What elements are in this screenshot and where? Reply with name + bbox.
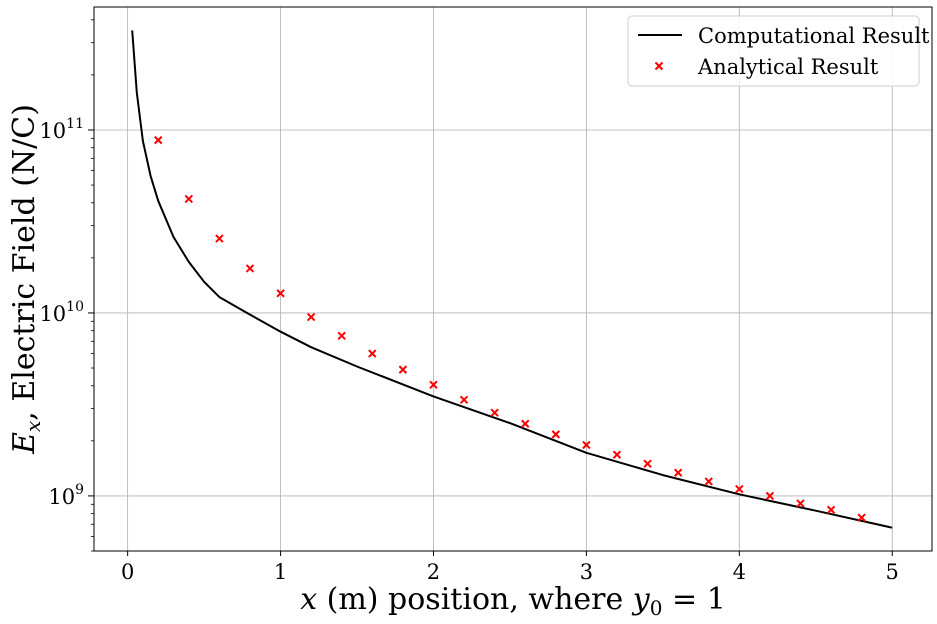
data-point-analytical xyxy=(826,505,836,514)
marker-stroke xyxy=(368,349,377,358)
marker-stroke xyxy=(215,234,224,243)
y-axis-ticks: 109 1010 1011 xyxy=(39,19,94,552)
legend-label-computational: Computational Result xyxy=(698,24,930,48)
marker-stroke xyxy=(857,513,866,522)
marker-stroke xyxy=(490,408,499,417)
marker-stroke xyxy=(735,484,744,494)
marker-stroke xyxy=(459,395,469,405)
marker-stroke xyxy=(612,450,622,459)
data-point-analytical xyxy=(521,419,530,428)
data-point-analytical xyxy=(154,135,163,145)
y-axis-label: Ex, Electric Field (N/C) xyxy=(7,104,45,455)
series-line-computational xyxy=(131,30,893,529)
y-tick-label: 1010 xyxy=(39,299,84,326)
series-layer xyxy=(131,30,893,529)
marker-stroke xyxy=(398,365,408,374)
x-axis-label: x (m) position, where y0 = 1 xyxy=(300,582,726,620)
data-point-analytical xyxy=(582,440,591,450)
legend-marker-swatch xyxy=(654,61,664,71)
x-tick-label: 0 xyxy=(121,560,134,584)
data-point-analytical xyxy=(643,459,652,468)
data-point-analytical xyxy=(490,408,499,417)
marker-stroke xyxy=(704,477,713,486)
plot-area xyxy=(94,7,932,551)
plot-frame xyxy=(93,6,933,552)
data-point-analytical xyxy=(765,491,775,501)
x-tick-label: 3 xyxy=(580,560,593,584)
legend: Computational Result Analytical Result xyxy=(627,15,930,87)
data-point-analytical xyxy=(551,430,561,439)
marker-stroke xyxy=(765,491,775,501)
marker-stroke xyxy=(826,505,836,514)
marker-stroke xyxy=(673,468,683,477)
data-point-analytical xyxy=(673,468,683,477)
x-axis-ticks: 0 1 2 3 4 5 xyxy=(121,551,899,584)
data-point-analytical xyxy=(459,395,469,405)
marker-stroke xyxy=(245,264,255,273)
marker-stroke xyxy=(643,459,652,468)
marker-stroke xyxy=(429,380,438,389)
legend-marker-stroke xyxy=(654,61,664,71)
x-tick-label: 5 xyxy=(886,560,899,584)
data-point-analytical xyxy=(398,365,408,374)
data-point-analytical xyxy=(429,380,438,389)
y-tick-label: 109 xyxy=(48,482,84,509)
data-point-analytical xyxy=(337,331,346,341)
data-point-analytical xyxy=(245,264,255,273)
data-point-analytical xyxy=(368,349,377,358)
data-point-analytical xyxy=(612,450,622,459)
x-tick-label: 2 xyxy=(427,560,440,584)
data-point-analytical xyxy=(704,477,713,486)
data-point-analytical xyxy=(735,484,744,494)
marker-stroke xyxy=(551,430,561,439)
data-point-analytical xyxy=(215,234,224,243)
marker-stroke xyxy=(582,440,591,450)
x-tick-label: 1 xyxy=(274,560,287,584)
marker-stroke xyxy=(796,499,805,508)
legend-box xyxy=(627,15,920,87)
data-point-analytical xyxy=(276,289,285,298)
data-point-analytical xyxy=(184,194,194,204)
data-point-analytical xyxy=(796,499,805,508)
marker-stroke xyxy=(337,331,346,341)
data-point-analytical xyxy=(857,513,866,522)
marker-stroke xyxy=(276,289,285,298)
marker-stroke xyxy=(184,194,194,204)
y-tick-label: 1011 xyxy=(39,116,84,143)
marker-stroke xyxy=(154,135,163,145)
data-point-analytical xyxy=(306,312,316,322)
marker-stroke xyxy=(306,312,316,322)
legend-label-analytical: Analytical Result xyxy=(697,55,879,79)
grid xyxy=(94,7,932,551)
marker-stroke xyxy=(521,419,530,428)
x-tick-label: 4 xyxy=(733,560,746,584)
